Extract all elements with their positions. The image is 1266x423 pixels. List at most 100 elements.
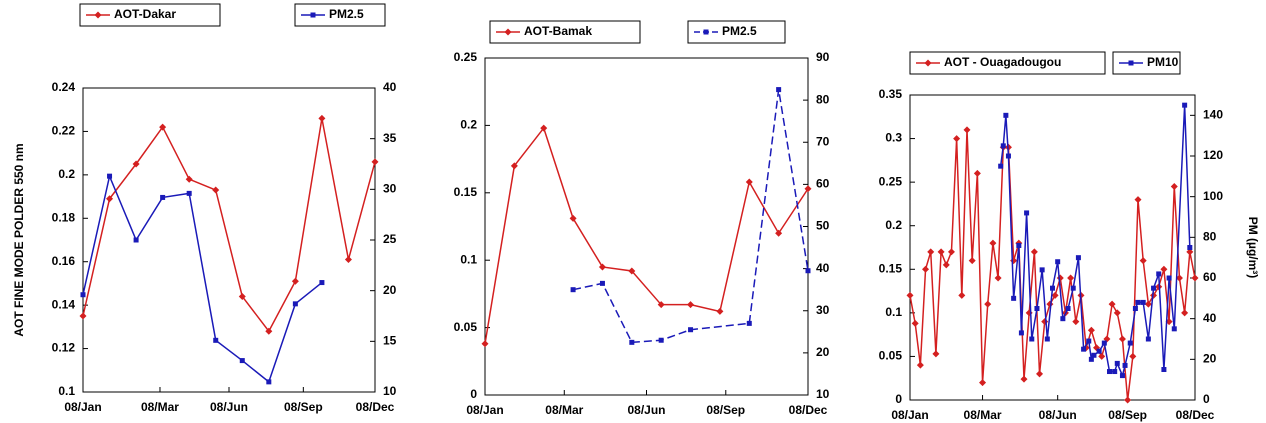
plot-frame bbox=[484, 57, 809, 396]
y2-tick-label: 20 bbox=[1203, 352, 1217, 366]
marker bbox=[1051, 291, 1059, 299]
series-line bbox=[82, 118, 376, 333]
marker bbox=[318, 114, 326, 122]
marker bbox=[979, 379, 987, 387]
marker bbox=[1113, 309, 1121, 317]
marker bbox=[932, 350, 940, 358]
x-tick-label: 08/Jan bbox=[466, 403, 503, 417]
marker bbox=[186, 190, 192, 196]
y-tick-label: 0.24 bbox=[52, 80, 76, 94]
legend-label: AOT - Ouagadougou bbox=[944, 55, 1061, 69]
marker bbox=[1107, 369, 1112, 375]
marker bbox=[953, 135, 961, 143]
marker bbox=[1101, 340, 1107, 346]
marker bbox=[968, 257, 976, 265]
x-tick-label: 08/Dec bbox=[1176, 408, 1215, 422]
y2-tick-label: 80 bbox=[1203, 230, 1217, 244]
marker bbox=[1114, 360, 1120, 366]
marker bbox=[703, 29, 709, 35]
marker bbox=[540, 124, 548, 132]
marker bbox=[239, 358, 245, 364]
marker bbox=[1187, 245, 1193, 250]
marker bbox=[185, 175, 193, 183]
x-tick-label: 08/Mar bbox=[964, 408, 1002, 422]
marker bbox=[1020, 375, 1028, 383]
marker bbox=[804, 185, 812, 193]
marker bbox=[1160, 265, 1168, 273]
y2-tick-label: 15 bbox=[383, 334, 397, 348]
y-tick-label: 0.25 bbox=[879, 174, 903, 188]
marker bbox=[805, 268, 811, 274]
marker bbox=[1030, 248, 1038, 256]
marker bbox=[628, 267, 636, 275]
marker bbox=[80, 292, 86, 298]
marker bbox=[1145, 336, 1151, 342]
y-tick-label: 0.05 bbox=[454, 320, 478, 334]
marker bbox=[1039, 267, 1045, 273]
marker bbox=[319, 280, 325, 286]
marker bbox=[1122, 362, 1128, 368]
marker bbox=[1096, 348, 1102, 354]
marker bbox=[1135, 299, 1141, 305]
y-tick-label: 0.1 bbox=[885, 305, 902, 319]
marker bbox=[1098, 352, 1106, 360]
legend-box bbox=[909, 51, 1106, 75]
marker bbox=[371, 158, 379, 166]
y2-tick-label: 60 bbox=[816, 177, 830, 191]
marker bbox=[133, 237, 139, 243]
series-line bbox=[82, 173, 323, 384]
marker bbox=[1170, 183, 1178, 190]
marker bbox=[973, 169, 981, 177]
marker bbox=[1140, 299, 1146, 305]
y-tick-label: 0.1 bbox=[58, 384, 75, 398]
marker bbox=[160, 194, 166, 200]
marker bbox=[688, 327, 694, 333]
marker bbox=[1161, 367, 1167, 372]
marker bbox=[569, 214, 577, 222]
y2-tick-label: 30 bbox=[816, 303, 830, 317]
marker bbox=[213, 337, 219, 343]
marker bbox=[775, 229, 783, 237]
y-tick-label: 0.2 bbox=[460, 118, 477, 132]
marker bbox=[106, 195, 114, 203]
y2-tick-label: 90 bbox=[816, 50, 830, 64]
marker bbox=[1018, 330, 1024, 336]
marker bbox=[924, 59, 932, 67]
y2-tick-label: 35 bbox=[383, 131, 397, 145]
series-line bbox=[572, 89, 809, 344]
marker bbox=[94, 11, 102, 19]
marker bbox=[657, 301, 665, 309]
marker bbox=[291, 277, 299, 285]
marker bbox=[1060, 316, 1066, 322]
marker bbox=[1124, 396, 1132, 404]
x-tick-label: 08/Sep bbox=[706, 403, 745, 417]
marker bbox=[510, 162, 518, 170]
marker bbox=[1070, 285, 1076, 291]
y-tick-label: 0.2 bbox=[58, 167, 75, 181]
y2-axis-label: PM (µg/m³) bbox=[1246, 217, 1260, 279]
marker bbox=[658, 337, 664, 343]
marker bbox=[132, 160, 140, 168]
x-tick-label: 08/Jun bbox=[627, 403, 665, 417]
marker bbox=[629, 339, 635, 345]
marker bbox=[776, 87, 782, 93]
y2-tick-label: 0 bbox=[1203, 392, 1210, 406]
marker bbox=[1087, 326, 1095, 334]
marker bbox=[599, 280, 605, 286]
y-tick-label: 0.2 bbox=[885, 218, 902, 232]
marker bbox=[1034, 306, 1040, 311]
marker bbox=[310, 12, 316, 18]
marker bbox=[1041, 318, 1049, 326]
legend-box bbox=[489, 20, 641, 44]
marker bbox=[947, 248, 955, 256]
y2-tick-label: 140 bbox=[1203, 108, 1223, 122]
marker bbox=[344, 256, 352, 264]
marker bbox=[1186, 248, 1194, 256]
marker bbox=[1088, 356, 1094, 362]
marker bbox=[989, 239, 997, 247]
marker bbox=[1010, 257, 1018, 265]
x-tick-label: 08/Mar bbox=[545, 403, 583, 417]
legend-box bbox=[294, 3, 386, 27]
y2-tick-label: 60 bbox=[1203, 270, 1217, 284]
marker bbox=[1156, 271, 1162, 277]
